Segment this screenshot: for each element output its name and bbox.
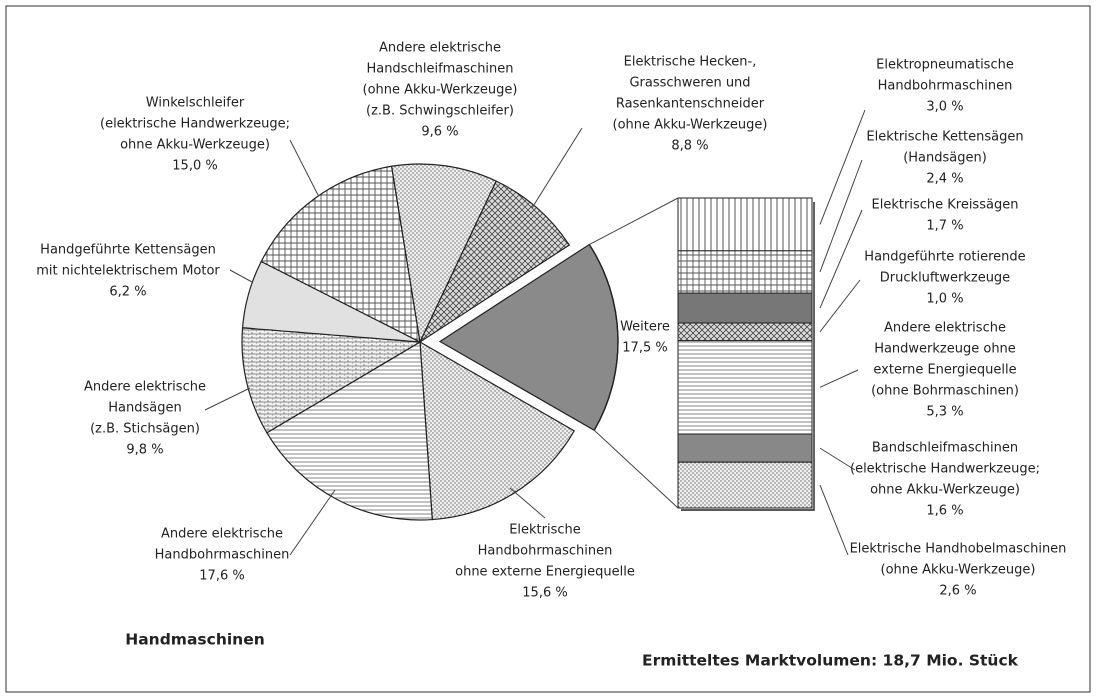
- leader-line: [289, 139, 319, 196]
- leader-line: [509, 487, 546, 519]
- segment-label: Bandschleifmaschinen: [872, 441, 1018, 456]
- segment-value-label: 3,0 %: [926, 100, 963, 115]
- slice-edge: [588, 244, 619, 431]
- segment-label: Andere elektrische: [884, 321, 1006, 336]
- leader-line: [819, 209, 863, 309]
- segment-value-label: 1,6 %: [926, 504, 963, 519]
- slice-value-label: 8,8 %: [671, 139, 708, 154]
- slice-label: Winkelschleifer: [146, 96, 245, 111]
- slice-value-label: 9,8 %: [126, 443, 163, 458]
- leader-line: [229, 269, 253, 283]
- slice-label: Weitere: [620, 320, 670, 335]
- bar-segment: [677, 197, 813, 252]
- leader-line: [819, 369, 859, 388]
- bar-edge: [681, 202, 815, 511]
- slice-label: Handsägen: [108, 401, 181, 416]
- pie-slice: [266, 340, 433, 521]
- leader-line: [819, 159, 863, 273]
- segment-label: Handwerkzeuge ohne: [874, 342, 1016, 357]
- segment-label: Handbohrmaschinen: [878, 79, 1013, 94]
- leader-line: [819, 447, 856, 471]
- pie-slice: [418, 180, 571, 344]
- pie-slice: [260, 165, 421, 344]
- slice-value-label: 9,6 %: [421, 125, 458, 140]
- segment-label: Elektrische Kreissägen: [872, 198, 1019, 213]
- connector: [589, 197, 679, 245]
- segment-value-label: 5,3 %: [926, 405, 963, 420]
- slice-label: Rasenkantenschneider: [616, 97, 765, 112]
- slice-label: Handbohrmaschinen: [478, 544, 613, 559]
- segment-label: Druckluftwerkzeuge: [880, 271, 1010, 286]
- pie-slice: [419, 340, 576, 521]
- chart-title: Handmaschinen: [125, 631, 265, 649]
- slice-value-label: 15,6 %: [522, 586, 567, 601]
- slice-value-label: 17,5 %: [622, 341, 667, 356]
- slice-label: Handbohrmaschinen: [155, 548, 290, 563]
- note: Ermitteltes Marktvolumen: 18,7 Mio. Stüc…: [642, 652, 1019, 670]
- segment-label: Handgeführte rotierende: [864, 250, 1025, 265]
- slice-label: Handgeführte Kettensägen: [40, 243, 216, 258]
- segment-label: (ohne Bohrmaschinen): [871, 384, 1019, 399]
- leader-line: [289, 489, 336, 556]
- slice-label: Elektrische Hecken-,: [624, 55, 757, 70]
- bar-segment: [677, 292, 813, 324]
- segment-label: (ohne Akku-Werkzeuge): [881, 563, 1036, 578]
- leader-line: [531, 127, 583, 209]
- slice-label: Elektrische: [509, 523, 581, 538]
- slice-label: (elektrische Handwerkzeuge;: [100, 117, 290, 132]
- bar-segment: [677, 250, 813, 294]
- connector: [593, 429, 679, 509]
- bar-segment: [677, 433, 813, 463]
- slice-label: ohne externe Energiequelle: [455, 565, 635, 580]
- segment-value-label: 1,0 %: [926, 292, 963, 307]
- leader-line: [819, 279, 861, 333]
- segment-value-label: 2,4 %: [926, 172, 963, 187]
- slice-label: (ohne Akku-Werkzeuge): [363, 83, 518, 98]
- segment-label: (Handsägen): [903, 151, 987, 166]
- segment-label: Elektrische Handhobelmaschinen: [850, 542, 1067, 557]
- bar-segment: [677, 461, 813, 509]
- slice-value-label: 17,6 %: [199, 569, 244, 584]
- segment-label: Elektropneumatische: [876, 58, 1014, 73]
- segment-value-label: 1,7 %: [926, 219, 963, 234]
- slice-label: (ohne Akku-Werkzeuge): [613, 118, 768, 133]
- slice-label: Grasschweren und: [629, 76, 750, 91]
- bar-segment: [677, 322, 813, 342]
- slice-value-label: 15,0 %: [172, 159, 217, 174]
- slice-label: ohne Akku-Werkzeuge): [120, 138, 270, 153]
- bar-segment: [677, 340, 813, 435]
- leader-line: [204, 387, 251, 411]
- pie-slice: [390, 163, 498, 345]
- leader-line: [819, 109, 866, 225]
- leader-line: [819, 484, 849, 556]
- segment-value-label: 2,6 %: [939, 584, 976, 599]
- slice-label: Andere elektrische: [161, 527, 283, 542]
- segment-label: externe Energiequelle: [873, 363, 1016, 378]
- pie-slice: [241, 327, 422, 434]
- slice-label: (z.B. Schwingschleifer): [366, 104, 514, 119]
- segment-label: ohne Akku-Werkzeuge): [870, 483, 1020, 498]
- segment-label: (elektrische Handwerkzeuge;: [850, 462, 1040, 477]
- slice-label: Handschleifmaschinen: [366, 62, 513, 77]
- slice-label: mit nichtelektrischem Motor: [36, 264, 220, 279]
- slice-label: Andere elektrische: [379, 41, 501, 56]
- slice-label: Andere elektrische: [84, 380, 206, 395]
- slice-value-label: 6,2 %: [109, 285, 146, 300]
- slice-label: (z.B. Stichsägen): [90, 422, 200, 437]
- segment-label: Elektrische Kettensägen: [866, 130, 1023, 145]
- frame: [5, 5, 1091, 693]
